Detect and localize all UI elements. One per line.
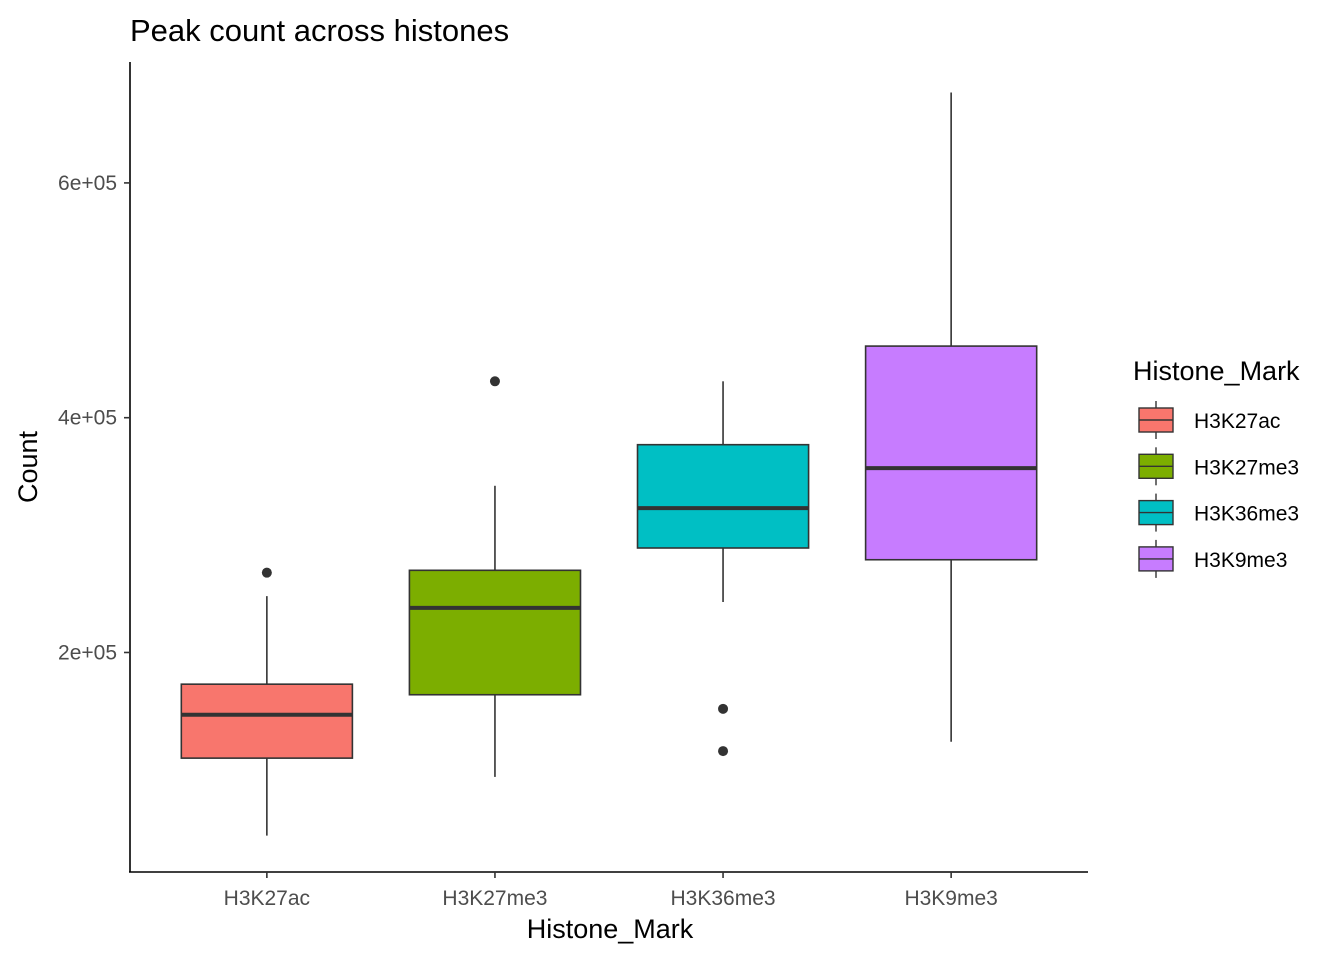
plot-area: 2e+05 4e+05 6e+05 H3K27ac H3K27me3 H3K36me3 H…: [58, 62, 1088, 910]
box-h3k27me3: [408, 376, 582, 777]
iqr-box: [864, 345, 1038, 561]
x-tick-label: H3K9me3: [904, 887, 997, 910]
legend: Histone_Mark H3K27ac H3K27me3 H3K36me3 H3K9…: [1133, 356, 1300, 578]
y-axis-title: Count: [13, 430, 43, 503]
iqr-box: [408, 569, 582, 696]
outlier-point: [261, 567, 272, 578]
x-tick-label: H3K27ac: [224, 887, 310, 910]
iqr-box: [180, 683, 354, 759]
box-h3k27ac: [180, 567, 354, 836]
x-tick-label: H3K27me3: [442, 887, 547, 910]
legend-item-h3k36me3: H3K36me3: [1138, 493, 1299, 532]
box-h3k36me3: [636, 381, 810, 757]
legend-title: Histone_Mark: [1133, 356, 1300, 386]
iqr-box: [636, 443, 810, 549]
box-h3k9me3: [864, 92, 1038, 742]
outlier-point: [489, 376, 500, 387]
x-axis-title: Histone_Mark: [527, 914, 694, 944]
legend-item-h3k9me3: H3K9me3: [1138, 539, 1287, 578]
chart-title: Peak count across histones: [130, 13, 509, 48]
legend-label: H3K27me3: [1194, 456, 1299, 479]
legend-label: H3K27ac: [1194, 410, 1280, 433]
x-tick-label: H3K36me3: [671, 887, 776, 910]
y-tick-label: 4e+05: [58, 407, 117, 430]
legend-label: H3K9me3: [1194, 549, 1287, 572]
legend-label: H3K36me3: [1194, 503, 1299, 526]
outlier-point: [718, 746, 729, 757]
outlier-point: [718, 703, 729, 714]
y-tick-label: 2e+05: [58, 641, 117, 664]
legend-item-h3k27me3: H3K27me3: [1138, 447, 1299, 486]
y-tick-label: 6e+05: [58, 172, 117, 195]
legend-item-h3k27ac: H3K27ac: [1138, 401, 1280, 439]
